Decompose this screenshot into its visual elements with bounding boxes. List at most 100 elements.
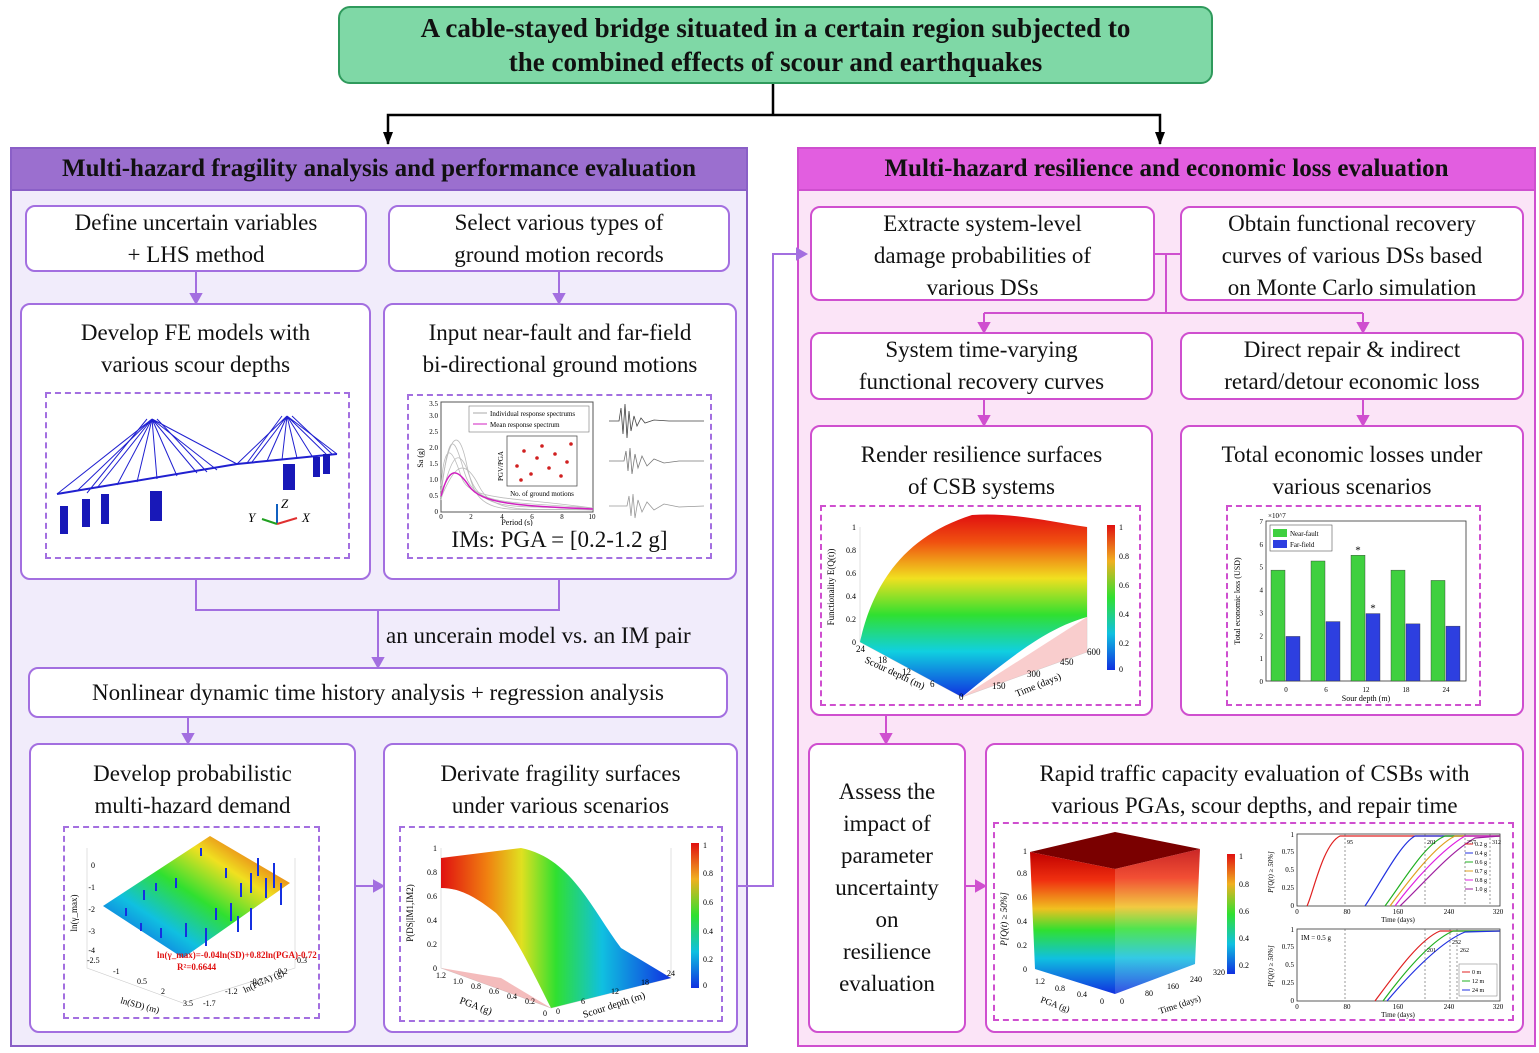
demand-xtick: 0.5 bbox=[137, 977, 147, 986]
economic-loss-figure: ×10^7 Total economic loss (USD) Sour dep… bbox=[1226, 505, 1481, 706]
resilience-xtick: 0 bbox=[959, 692, 964, 702]
top-xtick: 80 bbox=[1344, 908, 1352, 916]
direct-repair-box: Direct repair & indirect retard/detour e… bbox=[1180, 332, 1524, 400]
bar-near-fault-6 bbox=[1310, 560, 1326, 682]
assess-uncertainty-box: Assess the impact of parameter uncertain… bbox=[808, 743, 966, 1033]
spectra-xtick: 4 bbox=[500, 513, 504, 521]
fragility-cbar-tick: 1 bbox=[703, 841, 707, 850]
demand-ytick: -1.7 bbox=[203, 999, 216, 1008]
demand-xtick: 2 bbox=[161, 987, 165, 996]
resilience-xtick: 18 bbox=[878, 655, 888, 665]
bottom-ytick: 0.75 bbox=[1282, 943, 1295, 951]
extract-line-2: damage probabilities of bbox=[873, 243, 1092, 268]
fe-model-figure: Z X Y bbox=[45, 392, 350, 559]
bar-near-fault-12 bbox=[1350, 555, 1366, 682]
resilience-ztick: 0.8 bbox=[846, 546, 856, 555]
traffic-surf-ztick: 0 bbox=[1023, 965, 1027, 974]
fragility-ytick: 12 bbox=[611, 987, 619, 996]
bottom-xtick: 160 bbox=[1393, 1003, 1404, 1011]
spectra-ytick: 2.5 bbox=[429, 428, 438, 436]
resilience-surface-plot: 1 0.8 0.6 0.4 0.2 0 0 0.2 0.4 0.6 0.8 1 … bbox=[826, 514, 1129, 702]
bar-x-tick-label: 12 bbox=[1363, 686, 1371, 694]
demand-xtick: -1 bbox=[113, 967, 120, 976]
spectra-ytick: 0.5 bbox=[429, 492, 438, 500]
spectra-figure: Individual response spectrums Mean respo… bbox=[407, 394, 712, 559]
demand-ztick: -1 bbox=[88, 883, 95, 892]
bottom-xtick: 320 bbox=[1493, 1003, 1504, 1011]
pier-1 bbox=[60, 506, 68, 534]
bottom-ylabel: P[Q(t) ≥ 50%] bbox=[1267, 945, 1275, 988]
assess-line: uncertainty bbox=[835, 875, 939, 900]
fragility-cbar-tick: 0.8 bbox=[703, 869, 713, 878]
right-panel-header: Multi-hazard resilience and economic los… bbox=[797, 147, 1536, 191]
pier-2 bbox=[82, 499, 90, 527]
spectra-xtick: 0 bbox=[439, 513, 443, 521]
spectra-xlabel: Period (s) bbox=[501, 518, 533, 526]
demand-ytick: -0.2 bbox=[275, 967, 288, 976]
traffic-surf-ytick: 240 bbox=[1190, 975, 1202, 984]
total-line-2: various scenarios bbox=[1272, 474, 1432, 499]
bar-near-fault-18 bbox=[1390, 569, 1406, 682]
top-mark: 312 bbox=[1492, 840, 1501, 846]
top-legend: 1.0 g bbox=[1475, 887, 1487, 893]
resilience-cbar-tick: 0.2 bbox=[1119, 639, 1129, 648]
fe-line-2: various scour depths bbox=[100, 352, 291, 377]
bar-far-field-18 bbox=[1405, 623, 1421, 682]
fragility-ztick: 0.2 bbox=[427, 940, 437, 949]
traffic-surf-ytick: 160 bbox=[1167, 982, 1179, 991]
bottom-legend: 24 m bbox=[1472, 988, 1485, 994]
bottom-ytick: 0.25 bbox=[1282, 979, 1295, 987]
axis-label-z: Z bbox=[281, 496, 289, 511]
bar-far-field-12 bbox=[1365, 613, 1381, 682]
spectra-ytick: 3.5 bbox=[429, 400, 438, 408]
bar-x-tick-label: 18 bbox=[1403, 686, 1411, 694]
top-legend: 0.4 g bbox=[1475, 851, 1487, 857]
bar-x-tick-label: 0 bbox=[1284, 686, 1288, 694]
top-ytick: 0 bbox=[1291, 902, 1295, 910]
legend-swatch-near-fault bbox=[1273, 529, 1287, 537]
fragility-cbar-tick: 0 bbox=[703, 981, 707, 990]
resilience-zlabel: Functionality E(Q(t)) bbox=[826, 549, 836, 626]
rapid-line-2: various PGAs, scour depths, and repair t… bbox=[1051, 793, 1458, 818]
resilience-ztick: 0.6 bbox=[846, 569, 856, 578]
bottom-ytick: 1 bbox=[1291, 926, 1295, 934]
traffic-surf-ylabel: Time (days) bbox=[1158, 993, 1202, 1016]
spectra-xtick: 2 bbox=[469, 513, 473, 521]
render-line-2: of CSB systems bbox=[908, 474, 1055, 499]
demand-figure: ln(γ_max)=-0.04ln(SD)+0.82ln(PGA)-0.72 R… bbox=[63, 826, 320, 1019]
bar-asterisk: * bbox=[1355, 544, 1361, 556]
bar-chart-xlabel: Sour depth (m) bbox=[1342, 694, 1391, 703]
top-mark: 95 bbox=[1347, 840, 1353, 846]
spectra-xtick: 6 bbox=[530, 513, 534, 521]
traffic-cbar-tick: 0.4 bbox=[1239, 934, 1249, 943]
bottom-xlabel: Time (days) bbox=[1381, 1011, 1415, 1019]
system-line-1: System time-varying bbox=[885, 337, 1078, 362]
assess-line: parameter bbox=[841, 843, 933, 868]
traffic-surf-ztick: 1 bbox=[1023, 847, 1027, 856]
fragility-cbar-tick: 0.4 bbox=[703, 927, 713, 936]
top-mark: 257 bbox=[1467, 840, 1476, 846]
bottom-ytick: 0 bbox=[1291, 997, 1295, 1005]
legend-near-fault: Near-fault bbox=[1290, 530, 1319, 538]
bottom-mark: 262 bbox=[1460, 948, 1469, 954]
direct-line-2: retard/detour economic loss bbox=[1224, 369, 1480, 394]
traffic-surf-ytick: 80 bbox=[1145, 989, 1153, 998]
fragility-xtick: 1.2 bbox=[436, 971, 446, 980]
bottom-xtick: 80 bbox=[1344, 1003, 1352, 1011]
system-recovery-box: System time-varying functional recovery … bbox=[810, 332, 1153, 400]
traffic-surf-xtick: 0.8 bbox=[1055, 984, 1065, 993]
resilience-ytick: 450 bbox=[1060, 657, 1074, 667]
bar-far-field-6 bbox=[1325, 621, 1341, 682]
traffic-cbar-tick: 0.2 bbox=[1239, 961, 1249, 970]
top-ytick: 1 bbox=[1291, 831, 1295, 839]
bar-y-tick-label: 3 bbox=[1260, 609, 1264, 617]
traffic-surf-ztick: 0.8 bbox=[1017, 869, 1027, 878]
obtain-line-3: on Monte Carlo simulation bbox=[1227, 275, 1477, 300]
select-line-1: Select various types of bbox=[454, 210, 664, 235]
bottom-mark: 252 bbox=[1452, 940, 1461, 946]
bar-far-field-0 bbox=[1285, 636, 1301, 682]
direct-line-1: Direct repair & indirect bbox=[1243, 337, 1461, 362]
title-line-2: the combined effects of scour and earthq… bbox=[508, 47, 1043, 77]
resilience-cbar-tick: 0 bbox=[1119, 665, 1123, 674]
fragility-ztick: 0.8 bbox=[427, 868, 437, 877]
